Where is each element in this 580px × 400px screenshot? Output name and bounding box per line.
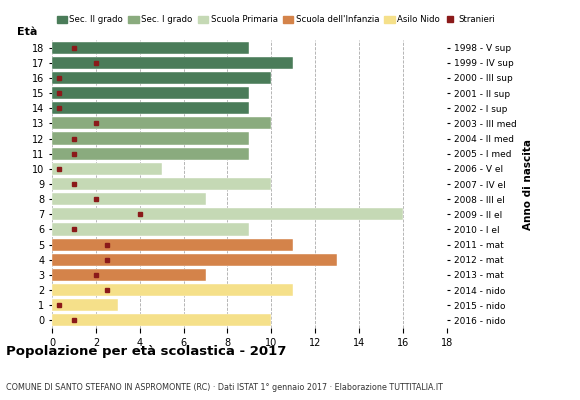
Text: COMUNE DI SANTO STEFANO IN ASPROMONTE (RC) · Dati ISTAT 1° gennaio 2017 · Elabor: COMUNE DI SANTO STEFANO IN ASPROMONTE (R… bbox=[6, 383, 443, 392]
Bar bbox=[52, 132, 249, 144]
Bar bbox=[52, 42, 249, 54]
Bar bbox=[52, 72, 271, 84]
Bar bbox=[52, 102, 249, 114]
Bar bbox=[52, 238, 293, 251]
Y-axis label: Anno di nascita: Anno di nascita bbox=[523, 138, 532, 230]
Bar bbox=[52, 299, 118, 311]
Bar bbox=[52, 148, 249, 160]
Bar bbox=[52, 57, 293, 69]
Bar bbox=[52, 269, 205, 281]
Bar bbox=[52, 284, 293, 296]
Bar bbox=[52, 87, 249, 99]
Text: Popolazione per età scolastica - 2017: Popolazione per età scolastica - 2017 bbox=[6, 345, 286, 358]
Bar bbox=[52, 117, 271, 130]
Bar bbox=[52, 178, 271, 190]
Bar bbox=[52, 254, 337, 266]
Bar bbox=[52, 193, 205, 205]
Bar bbox=[52, 163, 162, 175]
Legend: Sec. II grado, Sec. I grado, Scuola Primaria, Scuola dell'Infanzia, Asilo Nido, : Sec. II grado, Sec. I grado, Scuola Prim… bbox=[56, 15, 495, 24]
Bar bbox=[52, 208, 403, 220]
Bar bbox=[52, 314, 271, 326]
Text: Età: Età bbox=[17, 27, 37, 37]
Bar bbox=[52, 224, 249, 236]
